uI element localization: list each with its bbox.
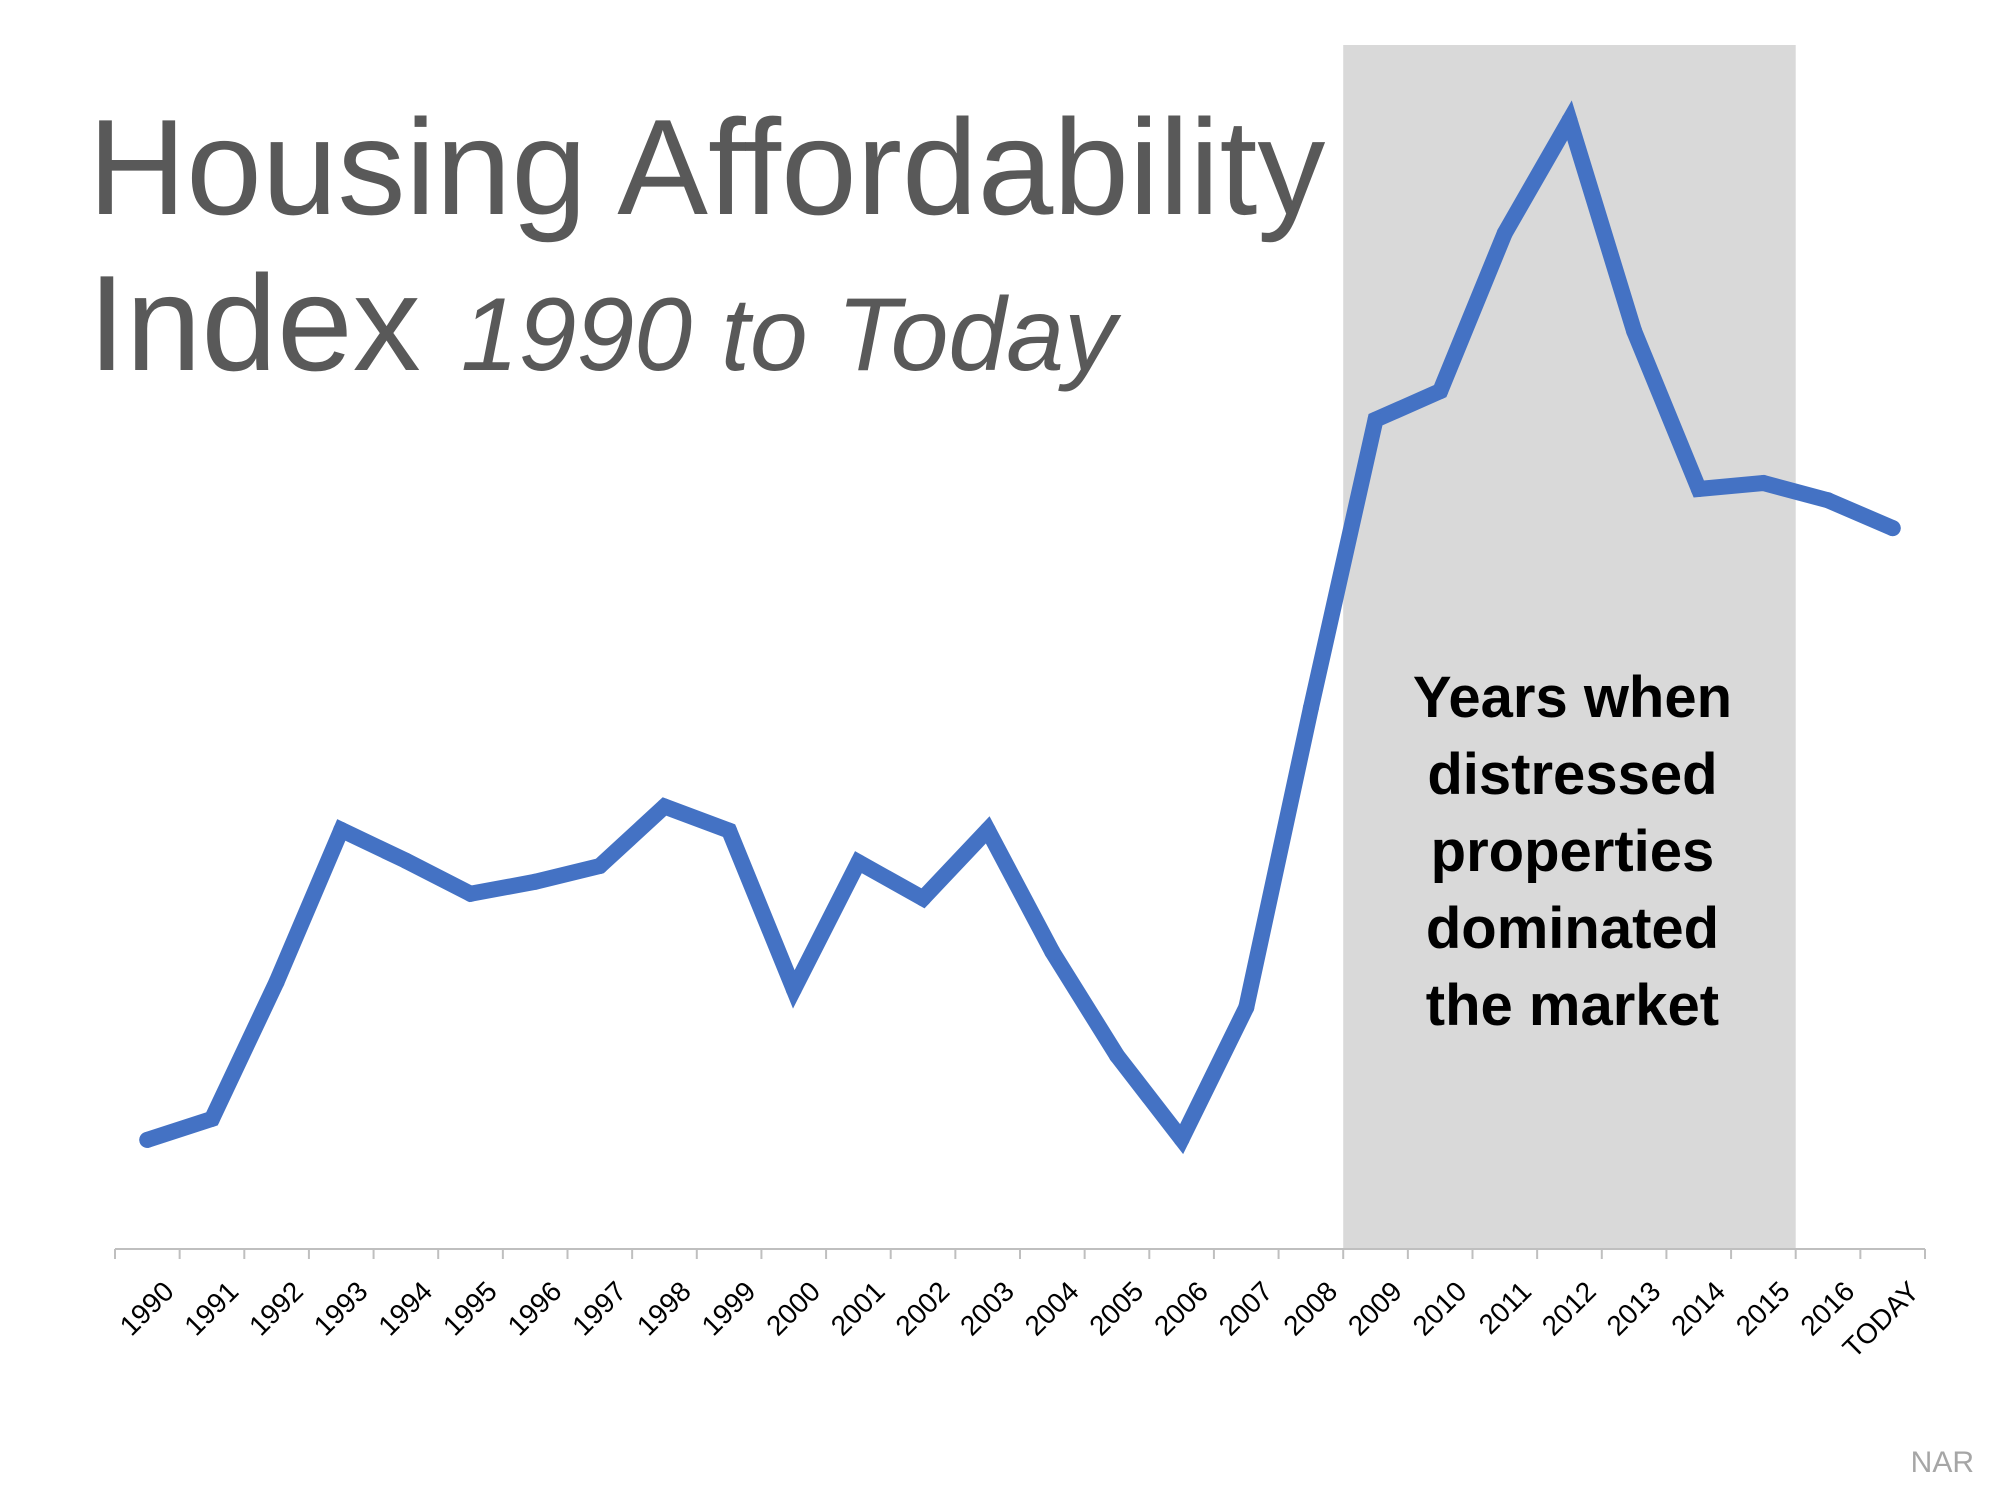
annotation-line: the market bbox=[1426, 973, 1719, 1038]
data-point bbox=[721, 822, 738, 839]
annotation-line: dominated bbox=[1426, 896, 1719, 961]
data-point bbox=[527, 873, 544, 890]
x-tick-label: 2005 bbox=[1083, 1275, 1149, 1341]
x-tick-label: 2014 bbox=[1665, 1275, 1731, 1341]
x-tick-label: 2008 bbox=[1277, 1275, 1343, 1341]
annotation-line: Years when bbox=[1413, 665, 1732, 730]
data-point bbox=[1238, 999, 1255, 1016]
data-point bbox=[656, 798, 673, 815]
x-axis: 1990199119921993199419951996199719981999… bbox=[114, 1248, 1926, 1364]
x-tick-label: 2000 bbox=[760, 1275, 826, 1341]
source-label: NAR bbox=[1910, 1446, 1974, 1479]
data-point bbox=[979, 821, 996, 838]
data-point bbox=[397, 852, 414, 869]
x-tick-label: 1993 bbox=[308, 1275, 374, 1341]
chart-title: Housing Affordability bbox=[88, 91, 1326, 243]
x-tick-label: 1992 bbox=[243, 1275, 309, 1341]
series-line bbox=[139, 100, 1901, 1155]
x-tick-label: 1996 bbox=[502, 1275, 568, 1341]
chart-subtitle: 1990 to Today bbox=[460, 277, 1117, 393]
data-point bbox=[203, 1110, 220, 1127]
data-point bbox=[462, 885, 479, 902]
chart-title-index: Index bbox=[88, 247, 421, 399]
x-tick-label: 2007 bbox=[1213, 1275, 1279, 1341]
x-tick-label: 1995 bbox=[437, 1275, 503, 1341]
data-point bbox=[1820, 492, 1837, 509]
x-tick-label: 2009 bbox=[1342, 1275, 1408, 1341]
data-point bbox=[1496, 225, 1513, 242]
data-point bbox=[1690, 480, 1707, 497]
x-tick-label: 2004 bbox=[1019, 1275, 1085, 1341]
data-point bbox=[139, 1131, 156, 1148]
annotation-line: distressed bbox=[1427, 742, 1717, 807]
data-point bbox=[1561, 112, 1578, 129]
chart-title-line2: Index 1990 to Today bbox=[88, 248, 1116, 410]
x-tick-label: 2013 bbox=[1601, 1275, 1667, 1341]
x-tick-label: 1991 bbox=[178, 1275, 244, 1341]
x-tick-label: 2012 bbox=[1536, 1275, 1602, 1341]
data-point bbox=[268, 973, 285, 990]
x-tick-label: 1994 bbox=[372, 1275, 438, 1341]
data-point bbox=[1432, 383, 1449, 400]
x-tick-label: 1999 bbox=[696, 1275, 762, 1341]
data-point bbox=[1626, 322, 1643, 339]
x-tick-label: 1990 bbox=[114, 1275, 180, 1341]
data-point bbox=[591, 857, 608, 874]
x-tick-label: 1997 bbox=[566, 1275, 632, 1341]
data-point bbox=[1302, 699, 1319, 716]
x-tick-label: 2015 bbox=[1730, 1275, 1796, 1341]
data-point bbox=[785, 981, 802, 998]
x-tick-label: 2002 bbox=[889, 1275, 955, 1341]
data-point bbox=[1173, 1131, 1190, 1148]
highlight-band bbox=[1343, 45, 1796, 1249]
data-point bbox=[915, 890, 932, 907]
highlight-annotation: Years when distressed properties dominated t… bbox=[1413, 665, 1732, 1038]
annotation-line: properties bbox=[1431, 819, 1715, 884]
x-tick-label: 2003 bbox=[954, 1275, 1020, 1341]
data-point bbox=[1367, 411, 1384, 428]
data-point bbox=[1884, 520, 1901, 537]
data-point bbox=[1044, 943, 1061, 960]
data-point bbox=[1755, 474, 1772, 491]
x-tick-label: 1998 bbox=[631, 1275, 697, 1341]
series-points bbox=[139, 112, 1901, 1148]
data-point bbox=[850, 854, 867, 871]
data-point bbox=[333, 821, 350, 838]
x-tick-label: 2010 bbox=[1407, 1275, 1473, 1341]
data-point bbox=[1108, 1047, 1125, 1064]
x-tick-label: 2006 bbox=[1148, 1275, 1214, 1341]
x-tick-label: 2011 bbox=[1473, 1275, 1538, 1340]
x-tick-label: 2001 bbox=[825, 1275, 891, 1341]
